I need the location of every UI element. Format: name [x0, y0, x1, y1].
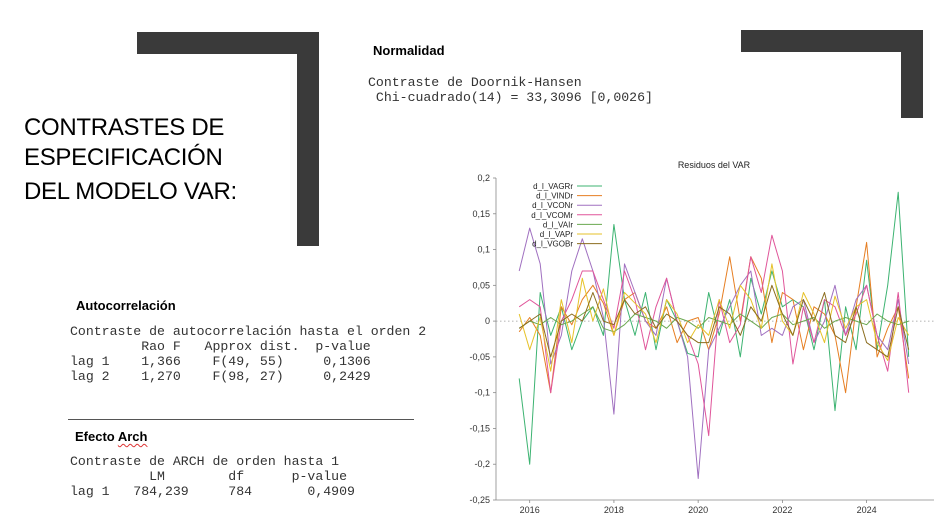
residuals-chart: Residuos del VAR 0,2 0,15 0,1 0,05 0 -0,05 -0,… — [458, 154, 938, 522]
arch-output: Contraste de ARCH de orden hasta 1 LM df… — [70, 454, 355, 499]
decorative-bracket-top-left-vertical — [297, 32, 319, 246]
series-line-d-l-vindr — [518, 241, 910, 394]
legend-label: d_l_VGOBr — [532, 240, 573, 249]
normality-line-2: Chi-cuadrado(14) = 33,3096 [0,0026] — [368, 90, 653, 105]
y-tick-label: -0,25 — [469, 495, 490, 505]
residuals-chart-svg: Residuos del VAR 0,2 0,15 0,1 0,05 0 -0,05 -0,… — [469, 160, 934, 515]
x-tick-label: 2018 — [604, 505, 624, 515]
normality-output: Contraste de Doornik-Hansen Chi-cuadrado… — [368, 75, 653, 105]
legend-label: d_l_VCONr — [532, 201, 573, 210]
autocorrelation-table-header: Rao F Approx dist. p-value — [70, 339, 371, 354]
autocorrelation-heading: Autocorrelación — [76, 298, 176, 313]
normality-heading: Normalidad — [373, 43, 445, 58]
y-tick-label: -0,05 — [469, 352, 490, 362]
decorative-bracket-top-left — [137, 32, 319, 54]
chart-legend: d_l_VAGRrd_l_VINDrd_l_VCONrd_l_VCOMrd_l_… — [531, 182, 602, 249]
chart-title: Residuos del VAR — [678, 160, 751, 170]
legend-label: d_l_VINDr — [536, 192, 573, 201]
arch-table-header: LM df p-value — [70, 469, 347, 484]
series-line-d-l-vcomr — [518, 234, 910, 437]
y-tick-label: 0,05 — [472, 280, 490, 290]
y-tick-label: -0,15 — [469, 423, 490, 433]
slide-title-line-1: CONTRASTES DE — [24, 114, 225, 141]
normality-line-1: Contraste de Doornik-Hansen — [368, 75, 582, 90]
autocorrelation-row-lag2: lag 2 1,270 F(98, 27) 0,2429 — [70, 369, 371, 384]
y-tick-label: 0,1 — [477, 245, 490, 255]
section-divider — [68, 419, 414, 420]
arch-line-1: Contraste de ARCH de orden hasta 1 — [70, 454, 340, 469]
arch-heading: Efecto Arch — [75, 429, 147, 444]
decorative-bracket-top-right-vertical — [901, 30, 923, 118]
chart-series-lines — [518, 191, 910, 479]
x-tick-label: 2016 — [520, 505, 540, 515]
legend-label: d_l_VCOMr — [531, 211, 573, 220]
y-tick-label: 0,2 — [477, 173, 490, 183]
decorative-bracket-top-right — [741, 30, 923, 52]
legend-label: d_l_VAGRr — [533, 182, 573, 191]
series-line-d-l-vconr — [518, 227, 910, 479]
y-tick-label: 0,15 — [472, 209, 490, 219]
legend-label: d_l_VAIr — [543, 220, 573, 229]
slide-title-line-2: ESPECIFICACIÓN — [24, 144, 223, 171]
autocorrelation-row-lag1: lag 1 1,366 F(49, 55) 0,1306 — [70, 354, 371, 369]
series-line-d-l-vapr — [518, 263, 910, 372]
series-line-d-l-vgobr — [518, 284, 910, 358]
slide-title: CONTRASTES DE ESPECIFICACIÓN DEL MODELO … — [24, 113, 294, 207]
x-tick-label: 2020 — [688, 505, 708, 515]
slide-title-line-3: DEL MODELO VAR: — [24, 178, 237, 205]
y-tick-label: -0,1 — [474, 388, 490, 398]
y-tick-label: 0 — [485, 316, 490, 326]
chart-axes: 0,2 0,15 0,1 0,05 0 -0,05 -0,1 -0,15 -0,2 -0,25 20… — [469, 173, 934, 515]
series-line-d-l-vair — [518, 306, 909, 333]
arch-heading-word: Arch — [117, 429, 148, 444]
autocorrelation-line-1: Contraste de autocorrelación hasta el or… — [70, 324, 427, 339]
arch-row-lag1: lag 1 784,239 784 0,4909 — [70, 484, 355, 499]
x-tick-label: 2022 — [772, 505, 792, 515]
autocorrelation-output: Contraste de autocorrelación hasta el or… — [70, 324, 426, 384]
y-tick-label: -0,2 — [474, 459, 490, 469]
arch-heading-prefix: Efecto — [75, 429, 118, 444]
x-tick-label: 2024 — [857, 505, 877, 515]
legend-label: d_l_VAPr — [540, 230, 574, 239]
